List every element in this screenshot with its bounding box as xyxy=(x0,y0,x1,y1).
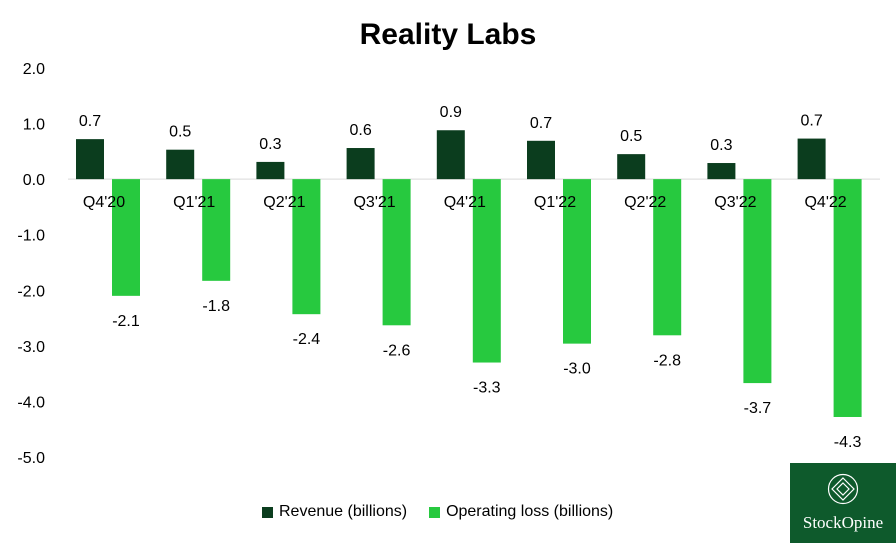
chart-title: Reality Labs xyxy=(359,18,537,51)
legend-item-revenue: Revenue (billions) xyxy=(262,503,407,521)
legend-label-revenue: Revenue (billions) xyxy=(279,503,408,520)
operating-loss-bar xyxy=(382,179,411,326)
y-tick-label: 0.0 xyxy=(23,172,45,189)
x-category-label: Q2'21 xyxy=(263,194,305,211)
diamond-icon xyxy=(827,473,859,505)
x-category-label: Q4'21 xyxy=(444,194,486,211)
operating-loss-bar xyxy=(292,179,321,315)
x-category-label: Q3'21 xyxy=(353,194,395,211)
y-tick-label: 2.0 xyxy=(23,61,45,78)
operating-loss-data-label: -3.3 xyxy=(473,380,501,397)
operating-loss-data-label: -2.6 xyxy=(383,342,411,359)
revenue-bar xyxy=(346,148,375,180)
operating-loss-data-label: -1.8 xyxy=(202,298,230,315)
revenue-data-label: 0.7 xyxy=(79,113,101,130)
revenue-data-label: 0.5 xyxy=(169,124,191,141)
y-tick-label: -2.0 xyxy=(17,283,45,300)
operating-loss-data-label: -4.3 xyxy=(834,434,862,451)
revenue-bar xyxy=(436,130,465,180)
revenue-data-label: 0.6 xyxy=(349,122,371,139)
x-category-label: Q3'22 xyxy=(714,194,756,211)
revenue-bar xyxy=(797,138,826,180)
x-category-label: Q2'22 xyxy=(624,194,666,211)
revenue-data-label: 0.3 xyxy=(710,137,732,154)
operating-loss-data-label: -3.7 xyxy=(744,400,772,417)
operating-loss-bar xyxy=(202,179,231,281)
y-tick-label: -3.0 xyxy=(17,339,45,356)
y-tick-label: -4.0 xyxy=(17,394,45,411)
operating-loss-bar xyxy=(472,179,501,363)
y-tick-label: -5.0 xyxy=(17,450,45,467)
operating-loss-data-label: -2.4 xyxy=(293,331,321,348)
revenue-bar xyxy=(527,140,555,180)
legend-label-operating-loss: Operating loss (billions) xyxy=(446,503,614,520)
x-category-label: Q1'21 xyxy=(173,194,215,211)
x-category-label: Q4'20 xyxy=(83,194,125,211)
logo-name: StockOpine xyxy=(802,513,884,532)
revenue-data-label: 0.7 xyxy=(530,115,552,132)
legend-swatch-operating-loss xyxy=(429,506,441,518)
operating-loss-bar xyxy=(653,179,682,336)
legend-item-operating-loss: Operating loss (billions) xyxy=(429,503,613,521)
operating-loss-bar xyxy=(833,179,862,417)
operating-loss-bar xyxy=(743,179,772,384)
operating-loss-data-label: -2.8 xyxy=(653,352,681,369)
revenue-data-label: 0.9 xyxy=(440,104,462,121)
legend-swatch-revenue xyxy=(262,506,273,518)
revenue-bar xyxy=(256,161,285,180)
legend: Revenue (billions) Operating loss (billi… xyxy=(262,503,635,521)
x-category-label: Q1'22 xyxy=(534,194,576,211)
revenue-data-label: 0.5 xyxy=(620,128,642,145)
stockopine-logo: StockOpine xyxy=(790,463,896,543)
operating-loss-bar xyxy=(563,179,591,344)
operating-loss-data-label: -3.0 xyxy=(563,361,591,378)
revenue-bar xyxy=(76,139,104,180)
y-tick-label: 1.0 xyxy=(23,117,45,134)
revenue-bar xyxy=(617,154,646,180)
revenue-data-label: 0.7 xyxy=(800,113,822,130)
revenue-bar xyxy=(707,163,736,180)
operating-loss-data-label: -2.1 xyxy=(112,313,140,330)
y-tick-label: -1.0 xyxy=(17,228,45,245)
operating-loss-bar xyxy=(112,179,140,296)
revenue-data-label: 0.3 xyxy=(259,136,281,153)
revenue-bar xyxy=(166,149,195,180)
x-category-label: Q4'22 xyxy=(804,194,846,211)
